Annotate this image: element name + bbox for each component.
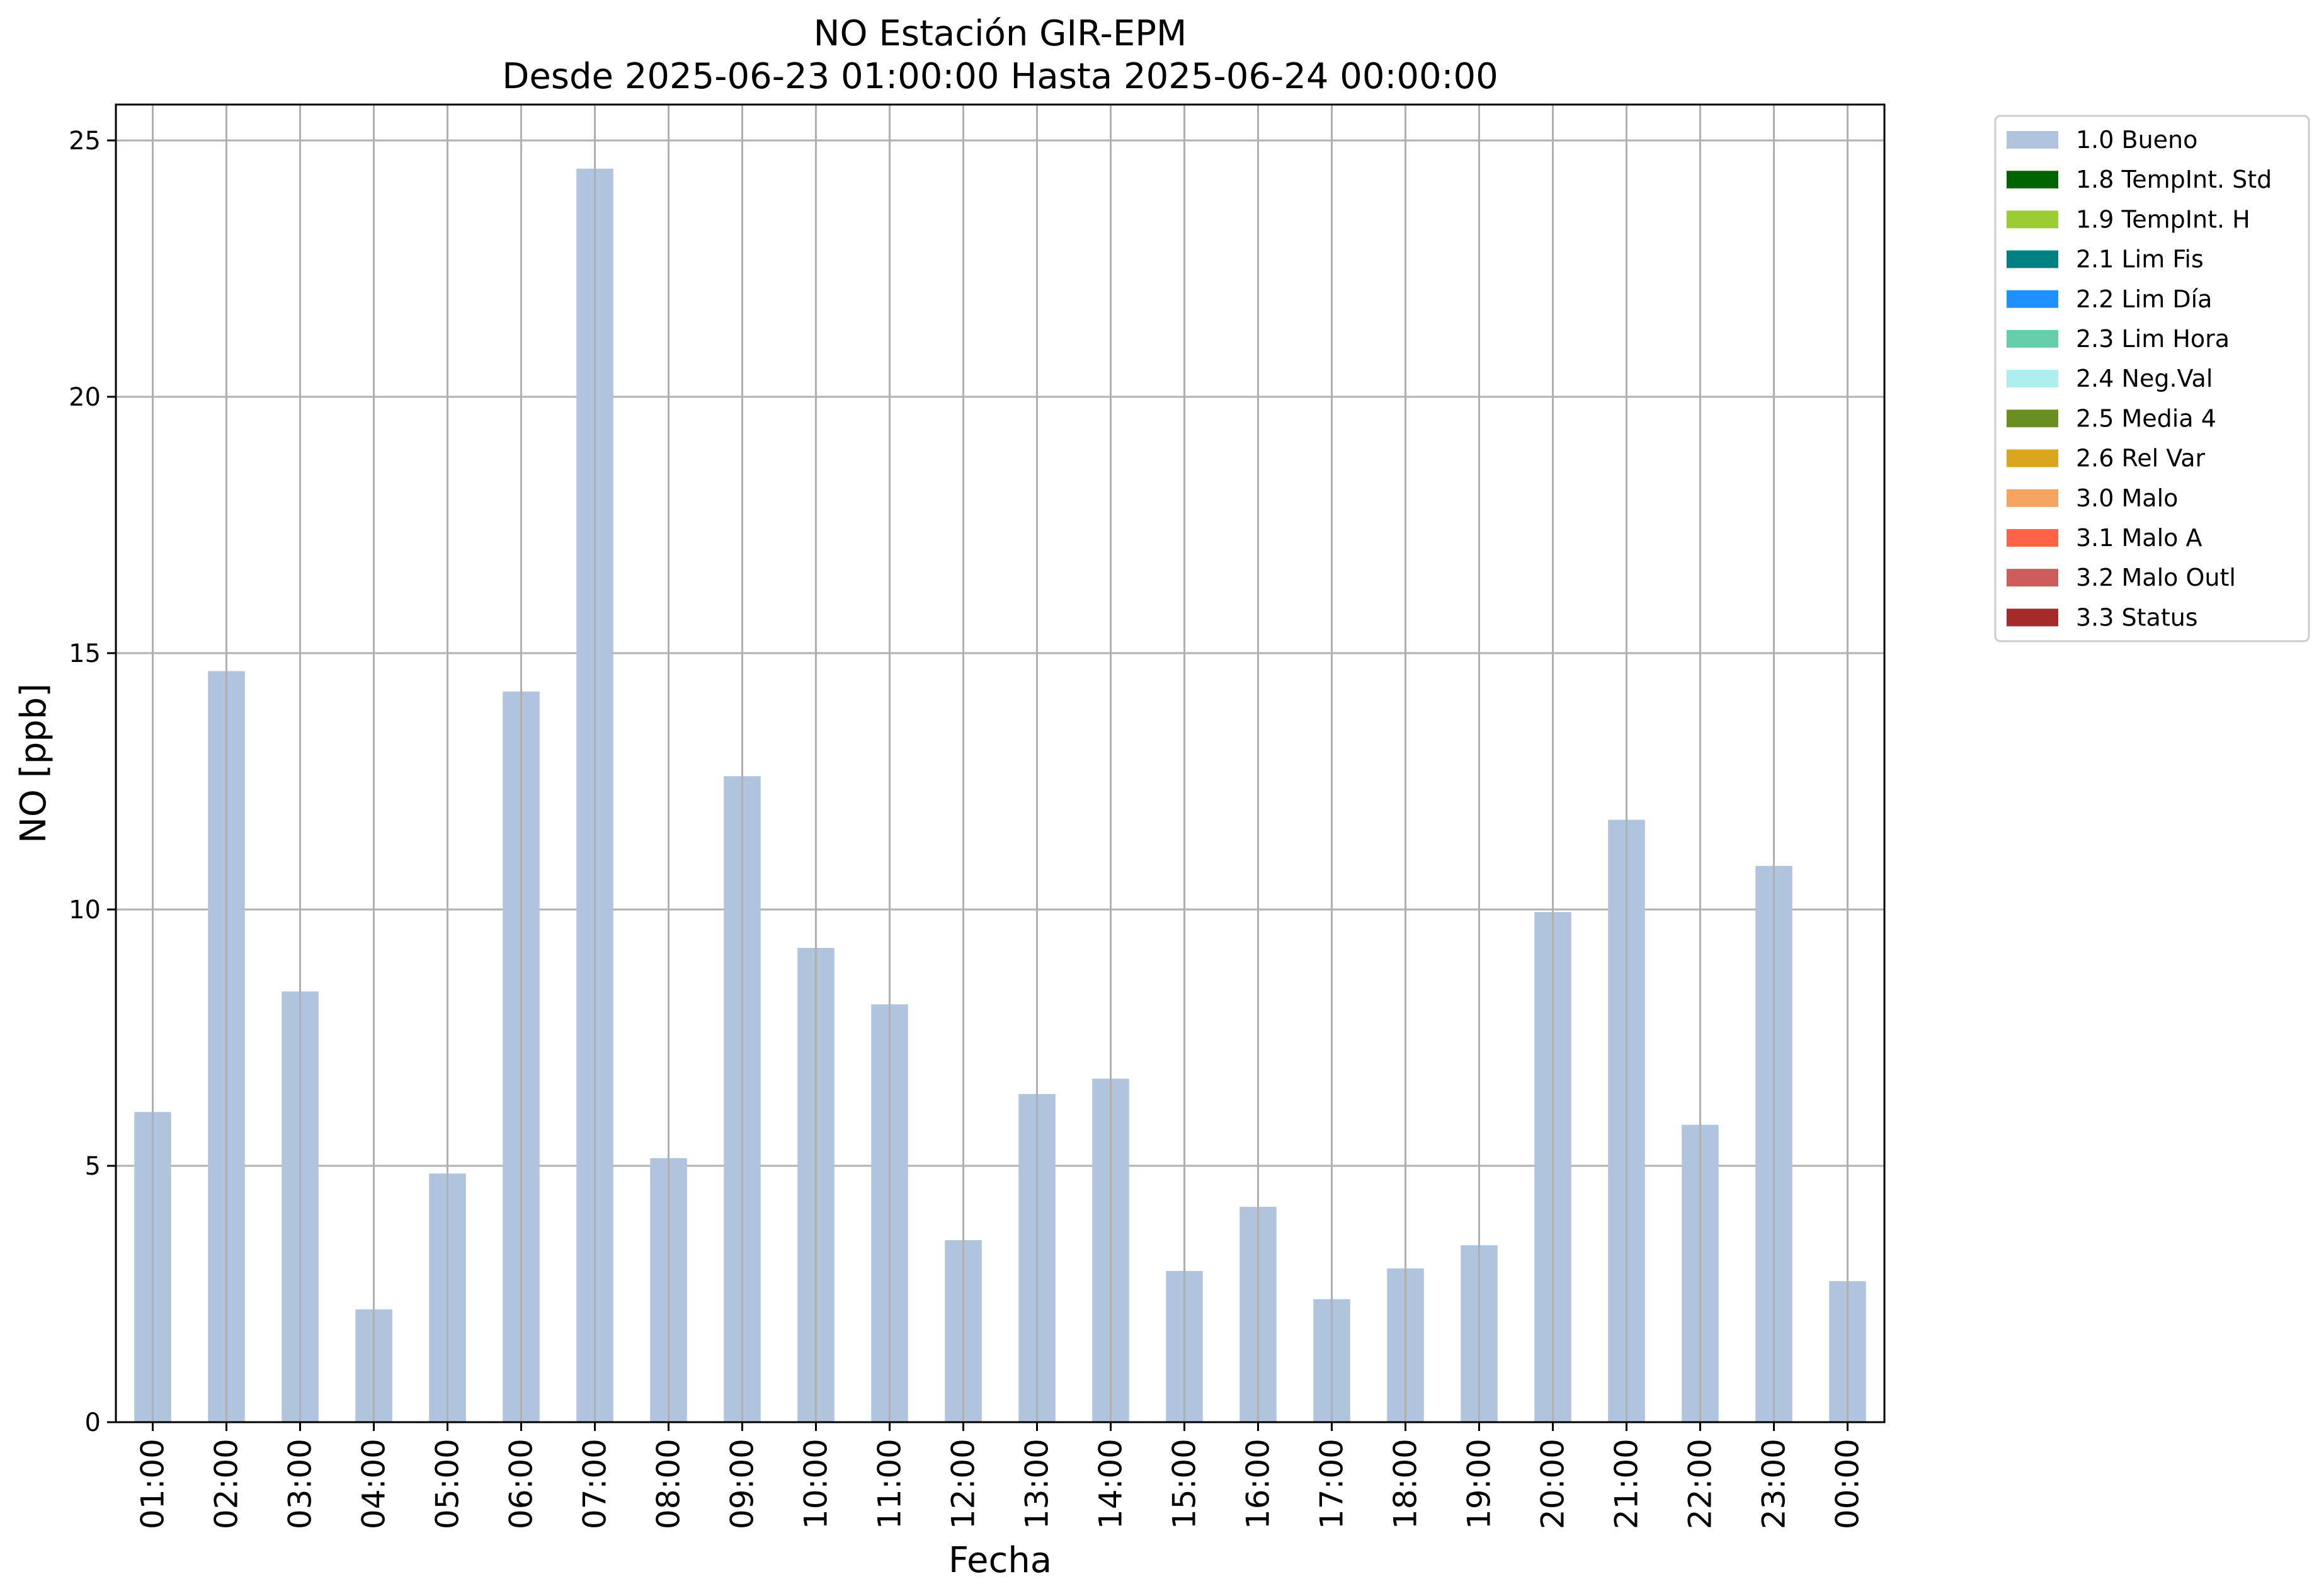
legend-swatch [2007, 290, 2058, 308]
x-tick-label: 22:00 [1682, 1439, 1719, 1529]
legend-label: 2.4 Neg.Val [2076, 365, 2213, 392]
legend-swatch [2007, 489, 2058, 507]
x-tick-label: 12:00 [945, 1439, 982, 1529]
chart-title: NO Estación GIR-EPM [814, 13, 1187, 54]
legend-label: 3.1 Malo A [2076, 524, 2202, 552]
y-axis: 0 5 10 15 20 25 [69, 127, 116, 1437]
x-tick-label: 00:00 [1830, 1439, 1866, 1529]
x-tick-label: 13:00 [1019, 1439, 1056, 1529]
chart-subtitle: Desde 2025-06-23 01:00:00 Hasta 2025-06-… [502, 56, 1498, 97]
legend: 1.0 Bueno 1.8 TempInt. Std 1.9 TempInt. H 2… [1994, 115, 2310, 642]
x-tick-label: 17:00 [1314, 1439, 1350, 1529]
x-tick-label: 04:00 [356, 1439, 392, 1529]
legend-swatch [2007, 250, 2058, 268]
legend-label: 1.8 TempInt. Std [2076, 166, 2272, 193]
legend-label: 3.0 Malo [2076, 484, 2178, 512]
legend-swatch [2007, 409, 2058, 428]
x-tick-label: 18:00 [1387, 1439, 1424, 1529]
legend-swatch [2007, 330, 2058, 348]
legend-swatch [2007, 171, 2058, 189]
y-tick-label: 15 [69, 639, 101, 668]
x-tick-label: 06:00 [503, 1439, 540, 1529]
legend-swatch [2007, 370, 2058, 388]
legend-swatch [2007, 529, 2058, 547]
x-tick-label: 05:00 [430, 1439, 466, 1529]
x-tick-label: 16:00 [1240, 1439, 1277, 1529]
x-axis: 01:00 02:00 03:00 04:00 05:00 06:00 07:00 08:00… [135, 1422, 1866, 1529]
legend-label: 2.6 Rel Var [2076, 445, 2206, 472]
legend-box [1994, 115, 2310, 642]
y-tick-label: 0 [85, 1408, 101, 1437]
legend-label: 2.1 Lim Fis [2076, 246, 2204, 273]
legend-label: 3.3 Status [2076, 603, 2198, 631]
legend-swatch [2007, 210, 2058, 229]
legend-swatch [2007, 449, 2058, 467]
plot-frame [115, 103, 1886, 1423]
x-axis-label: Fecha [949, 1540, 1052, 1581]
x-grid [152, 105, 1849, 1422]
x-tick-label: 03:00 [282, 1439, 319, 1529]
y-tick-label: 10 [69, 896, 101, 925]
bars [134, 168, 1866, 1422]
x-tick-label: 14:00 [1093, 1439, 1129, 1529]
legend-label: 1.9 TempInt. H [2076, 205, 2250, 233]
x-tick-label: 01:00 [135, 1439, 171, 1529]
y-tick-label: 5 [85, 1152, 101, 1181]
legend-label: 1.0 Bueno [2076, 126, 2197, 154]
x-tick-label: 02:00 [208, 1439, 245, 1529]
x-tick-label: 19:00 [1461, 1439, 1498, 1529]
legend-swatch [2007, 131, 2058, 149]
legend-label: 3.2 Malo Outl [2076, 564, 2236, 591]
x-tick-label: 15:00 [1166, 1439, 1203, 1529]
x-tick-label: 10:00 [798, 1439, 835, 1529]
legend-swatch [2007, 608, 2058, 627]
x-tick-label: 07:00 [577, 1439, 613, 1529]
x-tick-label: 21:00 [1609, 1439, 1645, 1529]
legend-swatch [2007, 569, 2058, 587]
x-tick-label: 20:00 [1535, 1439, 1571, 1529]
legend-label: 2.3 Lim Hora [2076, 325, 2230, 353]
y-axis-label: NO [ppb] [13, 683, 54, 843]
x-tick-label: 08:00 [651, 1439, 687, 1529]
x-tick-label: 11:00 [872, 1439, 908, 1529]
legend-label: 2.2 Lim Día [2076, 285, 2212, 313]
y-tick-label: 20 [69, 383, 101, 412]
x-tick-label: 23:00 [1756, 1439, 1792, 1529]
x-tick-label: 09:00 [724, 1439, 761, 1529]
legend-label: 2.5 Media 4 [2076, 404, 2216, 432]
y-tick-label: 25 [69, 127, 101, 156]
